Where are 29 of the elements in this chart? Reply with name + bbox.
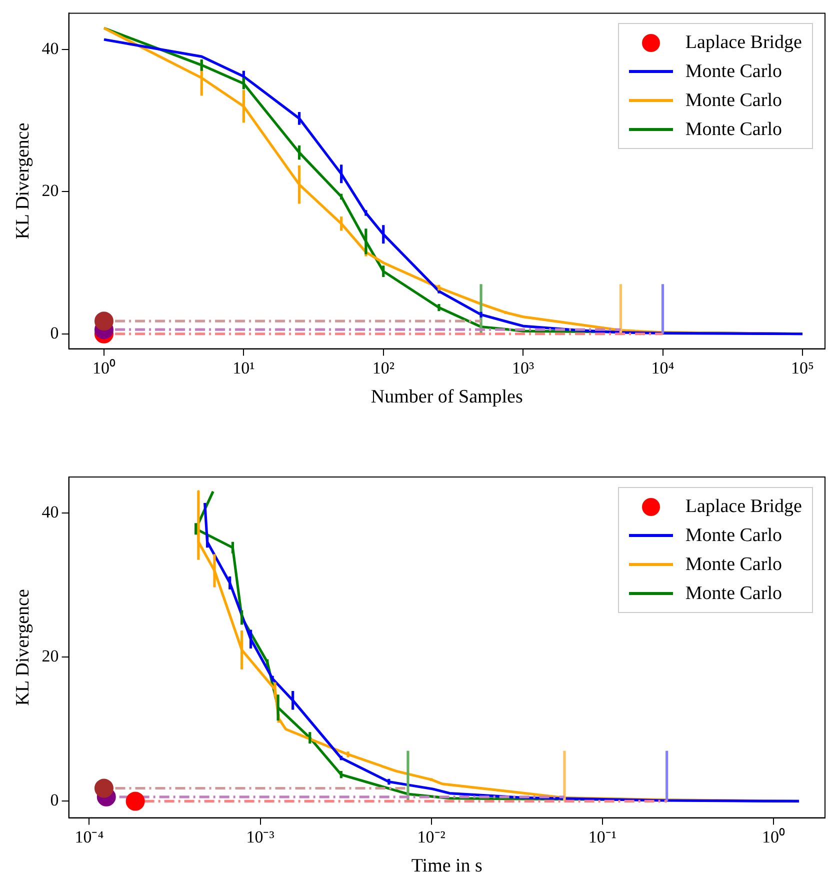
- x-tick-label: 10²: [372, 358, 394, 378]
- legend-label: Monte Carlo: [685, 90, 782, 112]
- legend-label: Monte Carlo: [685, 60, 782, 83]
- x-tick-label: 10⁻²: [417, 827, 446, 846]
- y-tick-label: 40: [42, 38, 59, 58]
- x-axis-title: Number of Samples: [370, 386, 523, 408]
- y-tick-label: 40: [42, 502, 59, 522]
- legend-label: Monte Carlo: [685, 554, 782, 576]
- x-tick-label: 10⁻⁴: [74, 827, 104, 846]
- x-tick-label: 10³: [512, 358, 534, 378]
- legend-label: Monte Carlo: [685, 524, 782, 546]
- y-tick-label: 0: [50, 790, 59, 810]
- x-tick-label: 10⁴: [651, 358, 674, 378]
- y-axis-title: KL Divergence: [12, 122, 34, 240]
- y-axis-title: KL Divergence: [12, 589, 34, 706]
- legend-label: Laplace Bridge: [685, 496, 802, 518]
- x-tick-label: 10⁰: [92, 358, 116, 378]
- x-tick-label: 10⁰: [762, 827, 785, 846]
- x-tick-label: 10¹: [232, 358, 255, 378]
- y-tick-label: 20: [42, 646, 59, 666]
- legend-label: Monte Carlo: [685, 582, 782, 604]
- legend-label: Laplace Bridge: [685, 32, 802, 54]
- legend-label: Monte Carlo: [685, 118, 782, 141]
- y-tick-label: 0: [50, 323, 59, 342]
- y-tick-label: 20: [42, 181, 59, 200]
- x-axis-title: Time in s: [411, 856, 482, 877]
- x-tick-label: 10⁵: [790, 358, 814, 378]
- x-tick-label: 10⁻¹: [588, 827, 616, 846]
- x-tick-label: 10⁻³: [246, 827, 274, 846]
